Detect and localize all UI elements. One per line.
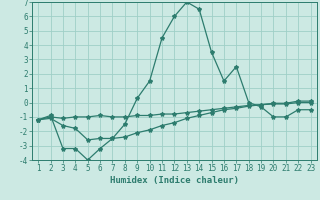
X-axis label: Humidex (Indice chaleur): Humidex (Indice chaleur) xyxy=(110,176,239,185)
